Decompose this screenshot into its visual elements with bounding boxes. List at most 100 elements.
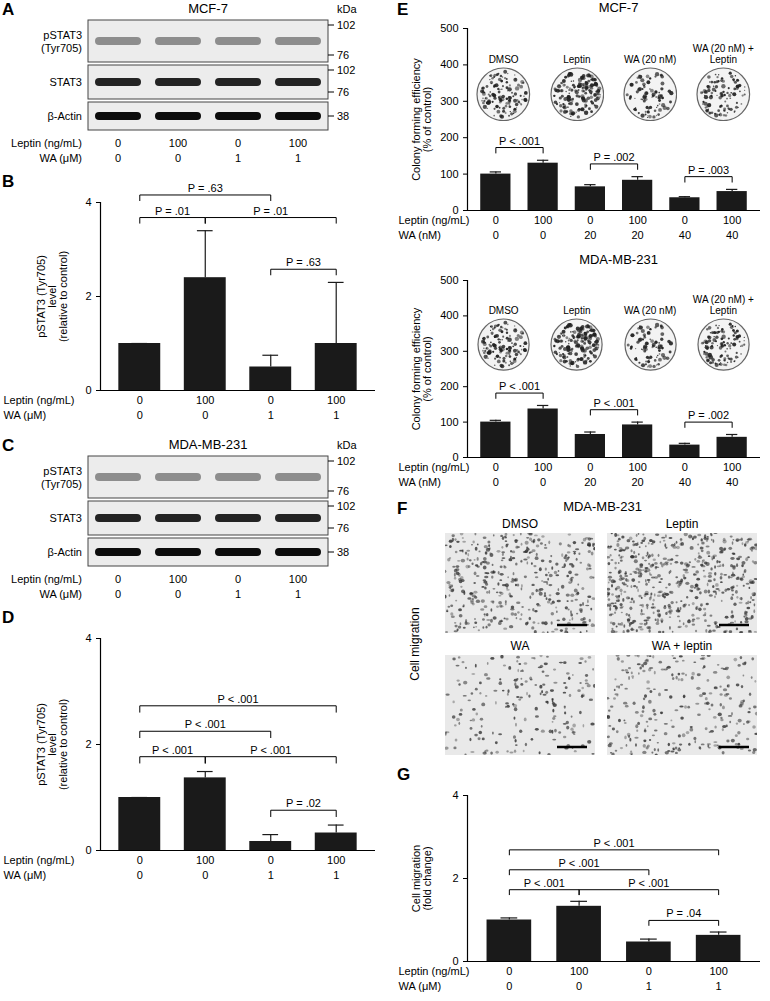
svg-text:0: 0 (506, 980, 512, 992)
svg-text:102: 102 (337, 19, 355, 31)
svg-text:P < .001: P < .001 (152, 744, 193, 756)
svg-text:0: 0 (682, 214, 688, 226)
svg-text:P < .001: P < .001 (559, 857, 600, 869)
svg-text:MDA-MB-231: MDA-MB-231 (169, 437, 248, 452)
svg-text:kDa: kDa (337, 3, 357, 15)
svg-text:0: 0 (576, 980, 582, 992)
svg-text:P = .04: P = .04 (666, 907, 701, 919)
svg-text:500: 500 (440, 274, 458, 286)
svg-text:0: 0 (175, 152, 181, 164)
svg-text:STAT3: STAT3 (49, 512, 82, 524)
svg-text:P < .001: P < .001 (499, 135, 540, 147)
svg-text:P = .02: P = .02 (286, 797, 321, 809)
svg-text:4: 4 (452, 789, 458, 801)
svg-text:200: 200 (440, 380, 458, 392)
svg-text:300: 300 (440, 95, 458, 107)
svg-text:0: 0 (587, 214, 593, 226)
svg-text:Colony forming efficiency(% of: Colony forming efficiency(% of control) (410, 58, 433, 181)
svg-text:100: 100 (723, 214, 741, 226)
svg-text:0: 0 (646, 965, 652, 977)
svg-text:P = .002: P = .002 (593, 151, 634, 163)
svg-text:300: 300 (440, 345, 458, 357)
svg-text:0: 0 (115, 573, 121, 585)
svg-text:20: 20 (632, 229, 644, 241)
svg-text:1: 1 (333, 409, 339, 421)
svg-text:0: 0 (587, 461, 593, 473)
svg-text:1: 1 (235, 588, 241, 600)
svg-text:38: 38 (337, 546, 349, 558)
svg-text:WA (nM): WA (nM) (399, 229, 441, 241)
svg-text:1: 1 (268, 409, 274, 421)
svg-text:500: 500 (440, 22, 458, 34)
svg-text:Colony forming efficiency(% of: Colony forming efficiency(% of control) (410, 307, 433, 430)
svg-text:0: 0 (137, 854, 143, 866)
svg-text:20: 20 (584, 476, 596, 488)
svg-text:P < .001: P < .001 (250, 744, 291, 756)
svg-text:76: 76 (337, 86, 349, 98)
svg-text:P < .001: P < .001 (524, 877, 565, 889)
svg-text:WA (μM): WA (μM) (39, 152, 82, 164)
svg-text:P < .001: P < .001 (499, 380, 540, 392)
svg-text:100: 100 (327, 394, 345, 406)
svg-text:0: 0 (137, 869, 143, 881)
svg-text:Leptin (ng/mL): Leptin (ng/mL) (4, 394, 75, 406)
svg-text:100: 100 (570, 965, 588, 977)
svg-text:0: 0 (137, 409, 143, 421)
svg-text:76: 76 (337, 485, 349, 497)
svg-text:1: 1 (235, 152, 241, 164)
svg-text:1: 1 (333, 869, 339, 881)
svg-text:Cell migration(fold change): Cell migration(fold change) (410, 845, 433, 912)
svg-text:β-Actin: β-Actin (48, 110, 82, 122)
svg-text:100: 100 (169, 573, 187, 585)
svg-text:100: 100 (196, 854, 214, 866)
svg-text:pSTAT3(Tyr705): pSTAT3(Tyr705) (41, 465, 82, 490)
svg-text:0: 0 (85, 844, 91, 856)
svg-text:0: 0 (202, 869, 208, 881)
svg-text:0: 0 (115, 152, 121, 164)
svg-text:40: 40 (726, 229, 738, 241)
svg-text:100: 100 (709, 965, 727, 977)
svg-text:1: 1 (295, 588, 301, 600)
svg-text:Leptin (ng/mL): Leptin (ng/mL) (399, 965, 470, 977)
svg-text:102: 102 (337, 64, 355, 76)
svg-text:Leptin (ng/mL): Leptin (ng/mL) (399, 214, 470, 226)
svg-text:400: 400 (440, 309, 458, 321)
svg-text:WA (μM): WA (μM) (399, 980, 442, 992)
svg-text:WA (μM): WA (μM) (4, 869, 47, 881)
svg-text:1: 1 (646, 980, 652, 992)
svg-text:pSTAT3 (Tyr705)level(relative: pSTAT3 (Tyr705)level(relative to control… (35, 251, 69, 342)
svg-text:Leptin (ng/mL): Leptin (ng/mL) (11, 137, 82, 149)
svg-text:40: 40 (679, 229, 691, 241)
svg-text:Leptin (ng/mL): Leptin (ng/mL) (399, 461, 470, 473)
svg-text:0: 0 (493, 214, 499, 226)
svg-text:0: 0 (268, 394, 274, 406)
svg-text:102: 102 (337, 455, 355, 467)
svg-text:100: 100 (534, 214, 552, 226)
svg-text:1: 1 (716, 980, 722, 992)
svg-text:P < .001: P < .001 (185, 718, 226, 730)
svg-text:200: 200 (440, 131, 458, 143)
svg-text:0: 0 (115, 137, 121, 149)
svg-text:WA (μM): WA (μM) (4, 409, 47, 421)
svg-text:STAT3: STAT3 (49, 76, 82, 88)
svg-text:40: 40 (726, 476, 738, 488)
svg-text:P < .001: P < .001 (593, 837, 634, 849)
svg-text:0: 0 (202, 409, 208, 421)
svg-text:pSTAT3 (Tyr705)level(relative: pSTAT3 (Tyr705)level(relative to control… (35, 699, 69, 790)
svg-text:100: 100 (534, 461, 552, 473)
svg-text:100: 100 (289, 573, 307, 585)
svg-text:WA (μM): WA (μM) (39, 588, 82, 600)
svg-text:0: 0 (175, 588, 181, 600)
svg-text:P = .01: P = .01 (155, 205, 190, 217)
svg-text:20: 20 (632, 476, 644, 488)
svg-text:P = .002: P = .002 (688, 409, 729, 421)
svg-text:WA (nM): WA (nM) (399, 476, 441, 488)
svg-text:P = .63: P = .63 (286, 256, 321, 268)
svg-text:P = .003: P = .003 (688, 164, 729, 176)
svg-text:40: 40 (679, 476, 691, 488)
svg-text:2: 2 (85, 738, 91, 750)
svg-text:100: 100 (440, 416, 458, 428)
svg-text:P < .001: P < .001 (217, 693, 258, 705)
svg-text:4: 4 (85, 196, 91, 208)
svg-text:0: 0 (268, 854, 274, 866)
